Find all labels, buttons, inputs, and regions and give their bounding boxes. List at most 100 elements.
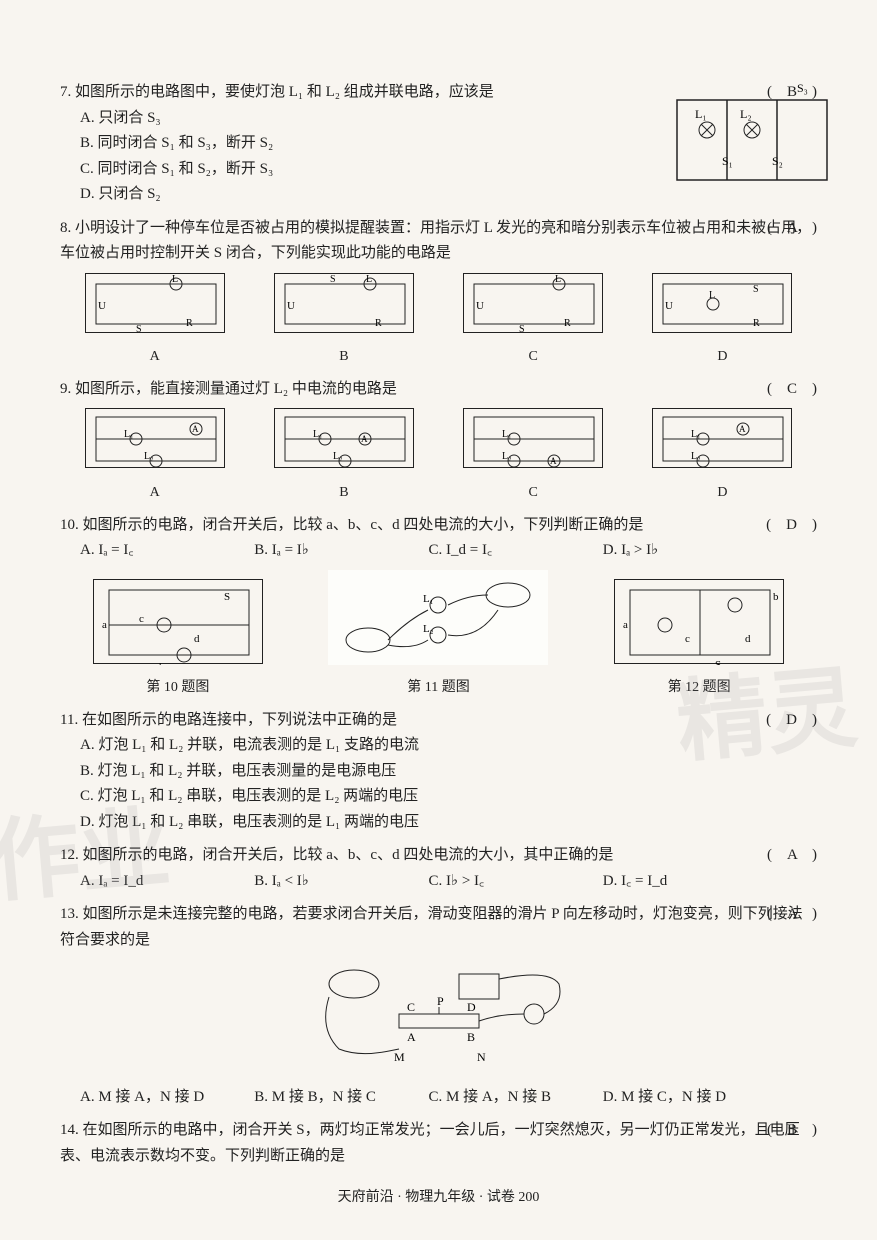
question-14: 14. 在如图所示的电路中，闭合开关 S，两灯均正常发光；一会儿后，一灯突然熄灭… bbox=[60, 1118, 817, 1169]
q11-opt-b: B. 灯泡 L₁ 和 L₂ 并联，电压表测量的是电源电压 bbox=[60, 759, 817, 785]
svg-text:A: A bbox=[550, 456, 557, 466]
q13-opt-a: A. M 接 A，N 接 D bbox=[80, 1085, 254, 1111]
svg-text:L₂: L₂ bbox=[502, 451, 512, 462]
svg-text:U: U bbox=[665, 300, 673, 312]
q10-11-12-diagrams: acSdb第 10 题图 L₁L₂第 11 题图 abcdS第 12 题图 bbox=[60, 570, 817, 700]
svg-text:S₁: S₁ bbox=[722, 154, 733, 168]
page-footer: 天府前沿 · 物理九年级 · 试卷 200 bbox=[0, 1186, 877, 1210]
q13-diagram: C P D A B M N bbox=[60, 959, 817, 1079]
q8-circuit-b: U S L R bbox=[274, 273, 414, 333]
svg-text:R: R bbox=[564, 318, 571, 329]
svg-text:L₂: L₂ bbox=[333, 451, 343, 462]
q12-opt-a: A. Iₐ = I_d bbox=[80, 869, 254, 895]
question-9: 9. 如图所示，能直接测量通过灯 L₂ 中电流的电路是 ( C ) L₁AL₂A… bbox=[60, 377, 817, 505]
q10-num: 10. bbox=[60, 517, 79, 533]
svg-text:L₁: L₁ bbox=[502, 429, 512, 440]
q8-answer: ( A ) bbox=[767, 216, 817, 242]
q7-answer: ( B ) bbox=[767, 80, 817, 106]
svg-text:B: B bbox=[467, 1030, 475, 1044]
q12-num: 12. bbox=[60, 847, 79, 863]
q8-diagrams: ULSRA USLRB ULSRC ULSRD bbox=[60, 273, 817, 369]
svg-text:a: a bbox=[623, 619, 628, 631]
svg-text:L₁: L₁ bbox=[423, 593, 434, 605]
q13-opt-c: C. M 接 A，N 接 B bbox=[429, 1085, 603, 1111]
q11-opt-c: C. 灯泡 L₁ 和 L₂ 串联，电压表测的是 L₂ 两端的电压 bbox=[60, 784, 817, 810]
svg-text:b: b bbox=[773, 591, 779, 603]
svg-text:S: S bbox=[136, 324, 142, 334]
q10-stem: 如图所示的电路，闭合开关后，比较 a、b、c、d 四处电流的大小，下列判断正确的… bbox=[83, 517, 644, 533]
svg-text:d: d bbox=[194, 633, 200, 645]
svg-text:N: N bbox=[477, 1050, 486, 1064]
svg-text:U: U bbox=[98, 300, 106, 312]
svg-text:d: d bbox=[745, 633, 751, 645]
svg-text:R: R bbox=[375, 318, 382, 329]
question-8: 8. 小明设计了一种停车位是否被占用的模拟提醒装置：用指示灯 L 发光的亮和暗分… bbox=[60, 216, 817, 369]
q11-num: 11. bbox=[60, 712, 78, 728]
q10-opt-c: C. I_d = I꜀ bbox=[429, 538, 603, 564]
svg-text:c: c bbox=[685, 633, 690, 645]
q11-answer: ( D ) bbox=[766, 708, 817, 734]
svg-text:U: U bbox=[476, 300, 484, 312]
q8-circuit-d: ULSR bbox=[652, 273, 792, 333]
q11-circuit: L₁ L₂ bbox=[328, 570, 548, 665]
q9-num: 9. bbox=[60, 381, 71, 397]
svg-text:A: A bbox=[192, 424, 199, 434]
svg-text:L₁: L₁ bbox=[124, 429, 134, 440]
q9-answer: ( C ) bbox=[767, 377, 817, 403]
q9-circuit-d: L₁ A L₂ bbox=[652, 408, 792, 468]
svg-text:S: S bbox=[519, 324, 525, 334]
svg-text:C: C bbox=[407, 1000, 415, 1014]
q11-opt-d: D. 灯泡 L₁ 和 L₂ 串联，电压表测的是 L₁ 两端的电压 bbox=[60, 810, 817, 836]
svg-text:L: L bbox=[172, 274, 178, 285]
svg-text:L₂: L₂ bbox=[144, 451, 154, 462]
svg-text:P: P bbox=[437, 994, 444, 1008]
q7-num: 7. bbox=[60, 84, 71, 100]
svg-text:L₁: L₁ bbox=[691, 429, 701, 440]
q10-circuit: a c Sd b bbox=[93, 579, 263, 664]
svg-text:L: L bbox=[555, 274, 561, 285]
svg-text:L: L bbox=[366, 274, 372, 285]
q12-opt-b: B. Iₐ < I♭ bbox=[254, 869, 428, 895]
svg-text:A: A bbox=[407, 1030, 416, 1044]
svg-text:S: S bbox=[715, 659, 721, 665]
q10-opt-d: D. Iₐ > I♭ bbox=[603, 538, 777, 564]
svg-text:a: a bbox=[102, 619, 107, 631]
q8-circuit-c: U L S R bbox=[463, 273, 603, 333]
svg-text:R: R bbox=[186, 318, 193, 329]
q9-circuit-b: L₁ A L₂ bbox=[274, 408, 414, 468]
q9-circuit-a: L₁ A L₂ bbox=[85, 408, 225, 468]
svg-text:L₂: L₂ bbox=[423, 623, 434, 635]
svg-text:L₂: L₂ bbox=[691, 451, 701, 462]
q13-opt-b: B. M 接 B，N 接 C bbox=[254, 1085, 428, 1111]
svg-text:L₂: L₂ bbox=[740, 107, 752, 121]
svg-text:A: A bbox=[739, 424, 746, 434]
svg-text:S: S bbox=[330, 274, 336, 285]
q8-num: 8. bbox=[60, 220, 71, 236]
question-11: 11. 在如图所示的电路连接中，下列说法中正确的是 ( D ) A. 灯泡 L₁… bbox=[60, 708, 817, 836]
q8-circuit-a: U L S R bbox=[85, 273, 225, 333]
svg-text:b: b bbox=[159, 661, 165, 665]
svg-text:S: S bbox=[753, 284, 759, 295]
svg-text:U: U bbox=[287, 300, 295, 312]
q12-opt-c: C. I♭ > I꜀ bbox=[429, 869, 603, 895]
q8-stem: 小明设计了一种停车位是否被占用的模拟提醒装置：用指示灯 L 发光的亮和暗分别表示… bbox=[60, 220, 811, 262]
q7-stem: 如图所示的电路图中，要使灯泡 L₁ 和 L₂ 组成并联电路，应该是 bbox=[75, 84, 494, 100]
question-13: 13. 如图所示是未连接完整的电路，若要求闭合开关后，滑动变阻器的滑片 P 向左… bbox=[60, 902, 817, 1110]
q13-opt-d: D. M 接 C，N 接 D bbox=[603, 1085, 777, 1111]
svg-text:R: R bbox=[753, 318, 760, 329]
svg-text:S: S bbox=[224, 591, 230, 603]
q9-circuit-c: L₁ L₂ A bbox=[463, 408, 603, 468]
q13-answer: ( A ) bbox=[767, 902, 817, 928]
svg-text:L₁: L₁ bbox=[695, 107, 707, 121]
q14-stem: 在如图所示的电路中，闭合开关 S，两灯均正常发光；一会儿后，一灯突然熄灭，另一灯… bbox=[60, 1122, 800, 1164]
q13-stem: 如图所示是未连接完整的电路，若要求闭合开关后，滑动变阻器的滑片 P 向左移动时，… bbox=[60, 906, 803, 948]
q12-stem: 如图所示的电路，闭合开关后，比较 a、b、c、d 四处电流的大小，其中正确的是 bbox=[83, 847, 614, 863]
q10-opt-b: B. Iₐ = I♭ bbox=[254, 538, 428, 564]
q12-answer: ( A ) bbox=[767, 843, 817, 869]
q14-answer: ( B ) bbox=[767, 1118, 817, 1144]
question-10: 10. 如图所示的电路，闭合开关后，比较 a、b、c、d 四处电流的大小，下列判… bbox=[60, 513, 817, 700]
svg-text:L₁: L₁ bbox=[313, 429, 323, 440]
question-12: 12. 如图所示的电路，闭合开关后，比较 a、b、c、d 四处电流的大小，其中正… bbox=[60, 843, 817, 894]
svg-text:A: A bbox=[361, 434, 368, 444]
svg-text:c: c bbox=[139, 613, 144, 625]
